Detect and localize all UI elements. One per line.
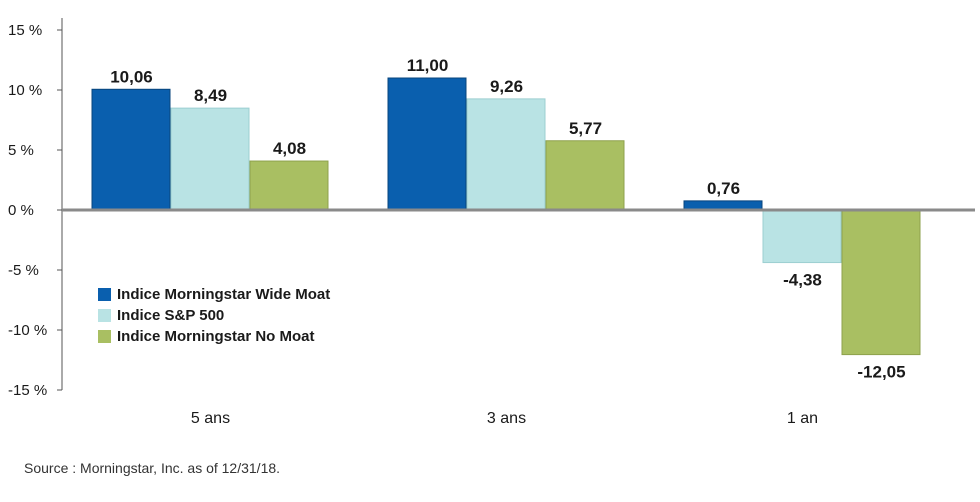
y-tick-label: 5 % xyxy=(8,142,34,159)
bar xyxy=(249,160,329,211)
x-tick-label: 1 an xyxy=(787,410,818,427)
data-label: 8,49 xyxy=(194,86,227,105)
bars xyxy=(62,77,975,356)
legend-item-wide-moat: Indice Morningstar Wide Moat xyxy=(98,284,330,305)
y-axis: 15 % 10 % 5 % 0 % -5 % -10 % -15 % xyxy=(8,18,63,399)
y-tick-label: -10 % xyxy=(8,322,47,339)
data-labels: 10,06 11,00 0,76 8,49 9,26 -4,38 4,08 5,77 -12,0… xyxy=(110,56,905,382)
legend-label: Indice S&P 500 xyxy=(117,307,225,324)
data-label: 0,76 xyxy=(707,179,740,198)
y-tick-label: 15 % xyxy=(8,22,42,39)
legend-label: Indice Morningstar Wide Moat xyxy=(117,286,331,303)
data-label: -12,05 xyxy=(857,363,905,382)
source-note: Source : Morningstar, Inc. as of 12/31/1… xyxy=(24,460,281,476)
bar-chart: 15 % 10 % 5 % 0 % -5 % -10 % -15 % 10,06 11,00 0… xyxy=(8,18,975,427)
legend-item-sp500: Indice S&P 500 xyxy=(98,305,330,326)
data-label: -4,38 xyxy=(783,271,822,290)
bar xyxy=(170,107,250,211)
legend-swatch-sp500 xyxy=(98,309,111,322)
y-tick-label: 0 % xyxy=(8,202,34,219)
legend-label: Indice Morningstar No Moat xyxy=(117,328,315,345)
bar xyxy=(841,209,921,356)
data-label: 4,08 xyxy=(273,139,306,158)
bar xyxy=(387,77,467,211)
bar xyxy=(545,140,625,211)
legend-item-no-moat: Indice Morningstar No Moat xyxy=(98,326,330,347)
y-tick-label: 10 % xyxy=(8,82,42,99)
data-label: 9,26 xyxy=(490,77,523,96)
bar xyxy=(762,209,842,264)
x-tick-label: 5 ans xyxy=(191,410,230,427)
bar xyxy=(466,98,546,211)
legend-swatch-no-moat xyxy=(98,330,111,343)
legend-swatch-wide-moat xyxy=(98,288,111,301)
x-tick-label: 3 ans xyxy=(487,410,526,427)
data-label: 11,00 xyxy=(407,56,449,75)
data-label: 10,06 xyxy=(110,67,153,86)
y-tick-label: -15 % xyxy=(8,382,47,399)
category-labels: 5 ans 3 ans 1 an xyxy=(191,410,818,427)
y-tick-label: -5 % xyxy=(8,262,39,279)
bar xyxy=(91,88,171,211)
legend: Indice Morningstar Wide Moat Indice S&P … xyxy=(98,284,330,347)
data-label: 5,77 xyxy=(569,119,602,138)
